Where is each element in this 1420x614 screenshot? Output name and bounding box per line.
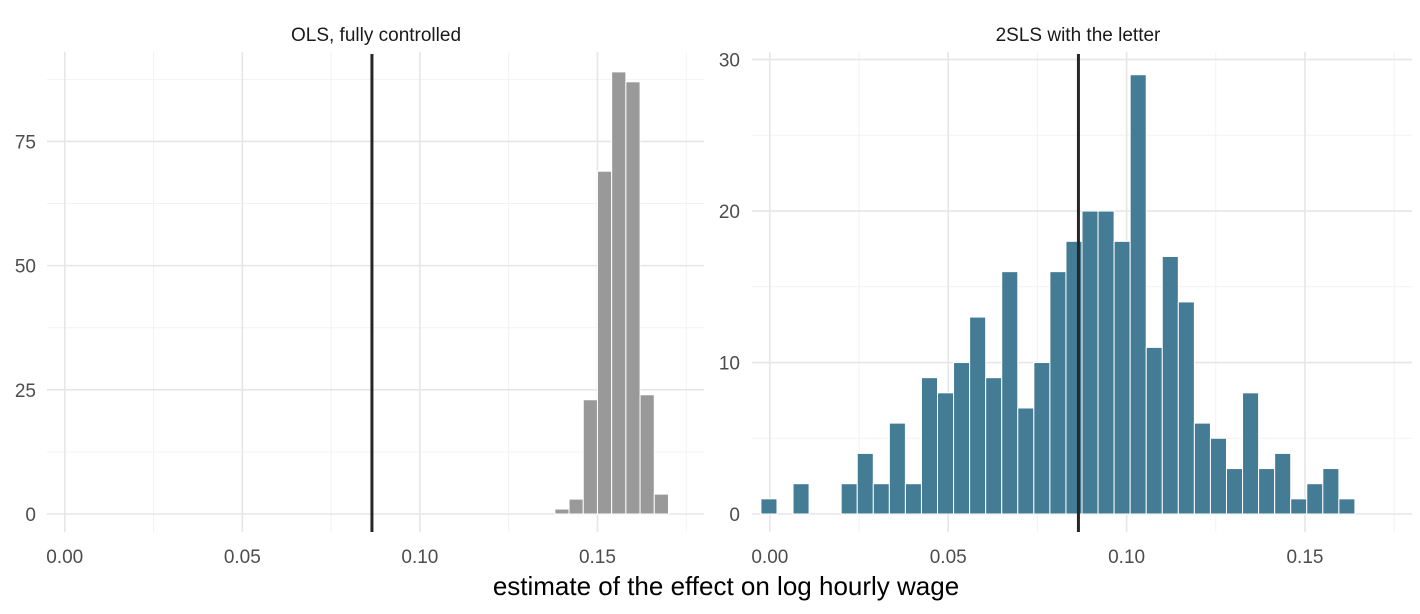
histogram-bar (1161, 255, 1179, 515)
histogram-bar (596, 170, 613, 515)
histogram-bar (969, 316, 987, 515)
histogram-bar (653, 493, 669, 515)
x-tick-label: 0.10 (1108, 547, 1145, 568)
panel-title: OLS, fully controlled (291, 25, 461, 46)
x-tick-label: 0.05 (930, 547, 967, 568)
histogram-bar (840, 483, 858, 515)
x-axis-label: estimate of the effect on log hourly wag… (493, 571, 959, 601)
histogram-bar (1081, 210, 1099, 515)
y-tick-label: 30 (719, 51, 740, 72)
histogram-bar (625, 81, 641, 515)
histogram-bar (1258, 468, 1276, 515)
y-tick-label: 50 (15, 257, 36, 278)
histogram-bar (611, 71, 627, 515)
histogram-bar (1033, 362, 1051, 515)
histogram-bar (1017, 407, 1035, 515)
histogram-bar (760, 498, 778, 515)
histogram-bar (937, 392, 955, 515)
histogram-bar (582, 399, 598, 515)
histogram-bar (1177, 301, 1195, 515)
histogram-bar (872, 483, 890, 515)
histogram-bar (568, 498, 584, 515)
y-tick-label: 0 (25, 505, 36, 526)
histogram-bar (1322, 468, 1340, 515)
histogram-bar (1242, 392, 1260, 515)
x-tick-label: 0.10 (401, 547, 438, 568)
histogram-bar (1209, 437, 1227, 515)
histogram-bar (856, 452, 874, 515)
histogram-bar (1290, 498, 1308, 515)
histogram-bar (1274, 452, 1292, 515)
panel-2sls-with-letter: 2SLS with the letter 0.00 0.05 0.10 0.15 0 10 2… (719, 25, 1412, 568)
histogram-bar (1225, 468, 1244, 515)
x-tick-label: 0.00 (751, 547, 788, 568)
y-tick-label: 10 (719, 354, 740, 375)
x-tick-label: 0.05 (224, 547, 261, 568)
histogram-bar (985, 377, 1003, 515)
x-tick-label: 0.15 (579, 547, 616, 568)
x-tick-label: 0.00 (46, 547, 83, 568)
histogram-bar (1145, 346, 1163, 515)
panel-ols-fully-controlled: OLS, fully controlled 0.00 0.05 0.10 0.15 0 25… (15, 25, 704, 568)
histogram-bar (792, 483, 810, 515)
histogram-bar (1193, 422, 1211, 515)
histogram-bar (904, 483, 922, 515)
histogram-bar (1113, 240, 1131, 515)
histogram-bar (639, 394, 655, 515)
histogram-bar (1049, 271, 1067, 515)
histogram-bar (554, 508, 570, 515)
histogram-bar (1338, 498, 1356, 515)
histogram-bar (920, 377, 939, 515)
y-tick-label: 25 (15, 381, 36, 402)
histogram-bar (888, 422, 906, 515)
histogram-bar (1129, 74, 1147, 515)
histogram-bar (1306, 483, 1324, 515)
y-tick-label: 0 (729, 505, 740, 526)
y-tick-label: 75 (15, 132, 36, 153)
histogram-bar (953, 362, 971, 515)
panel-title: 2SLS with the letter (996, 25, 1161, 46)
x-tick-label: 0.15 (1286, 547, 1323, 568)
histogram-bar (1001, 271, 1019, 515)
y-tick-label: 20 (719, 202, 740, 223)
histogram-bar (1097, 210, 1115, 515)
